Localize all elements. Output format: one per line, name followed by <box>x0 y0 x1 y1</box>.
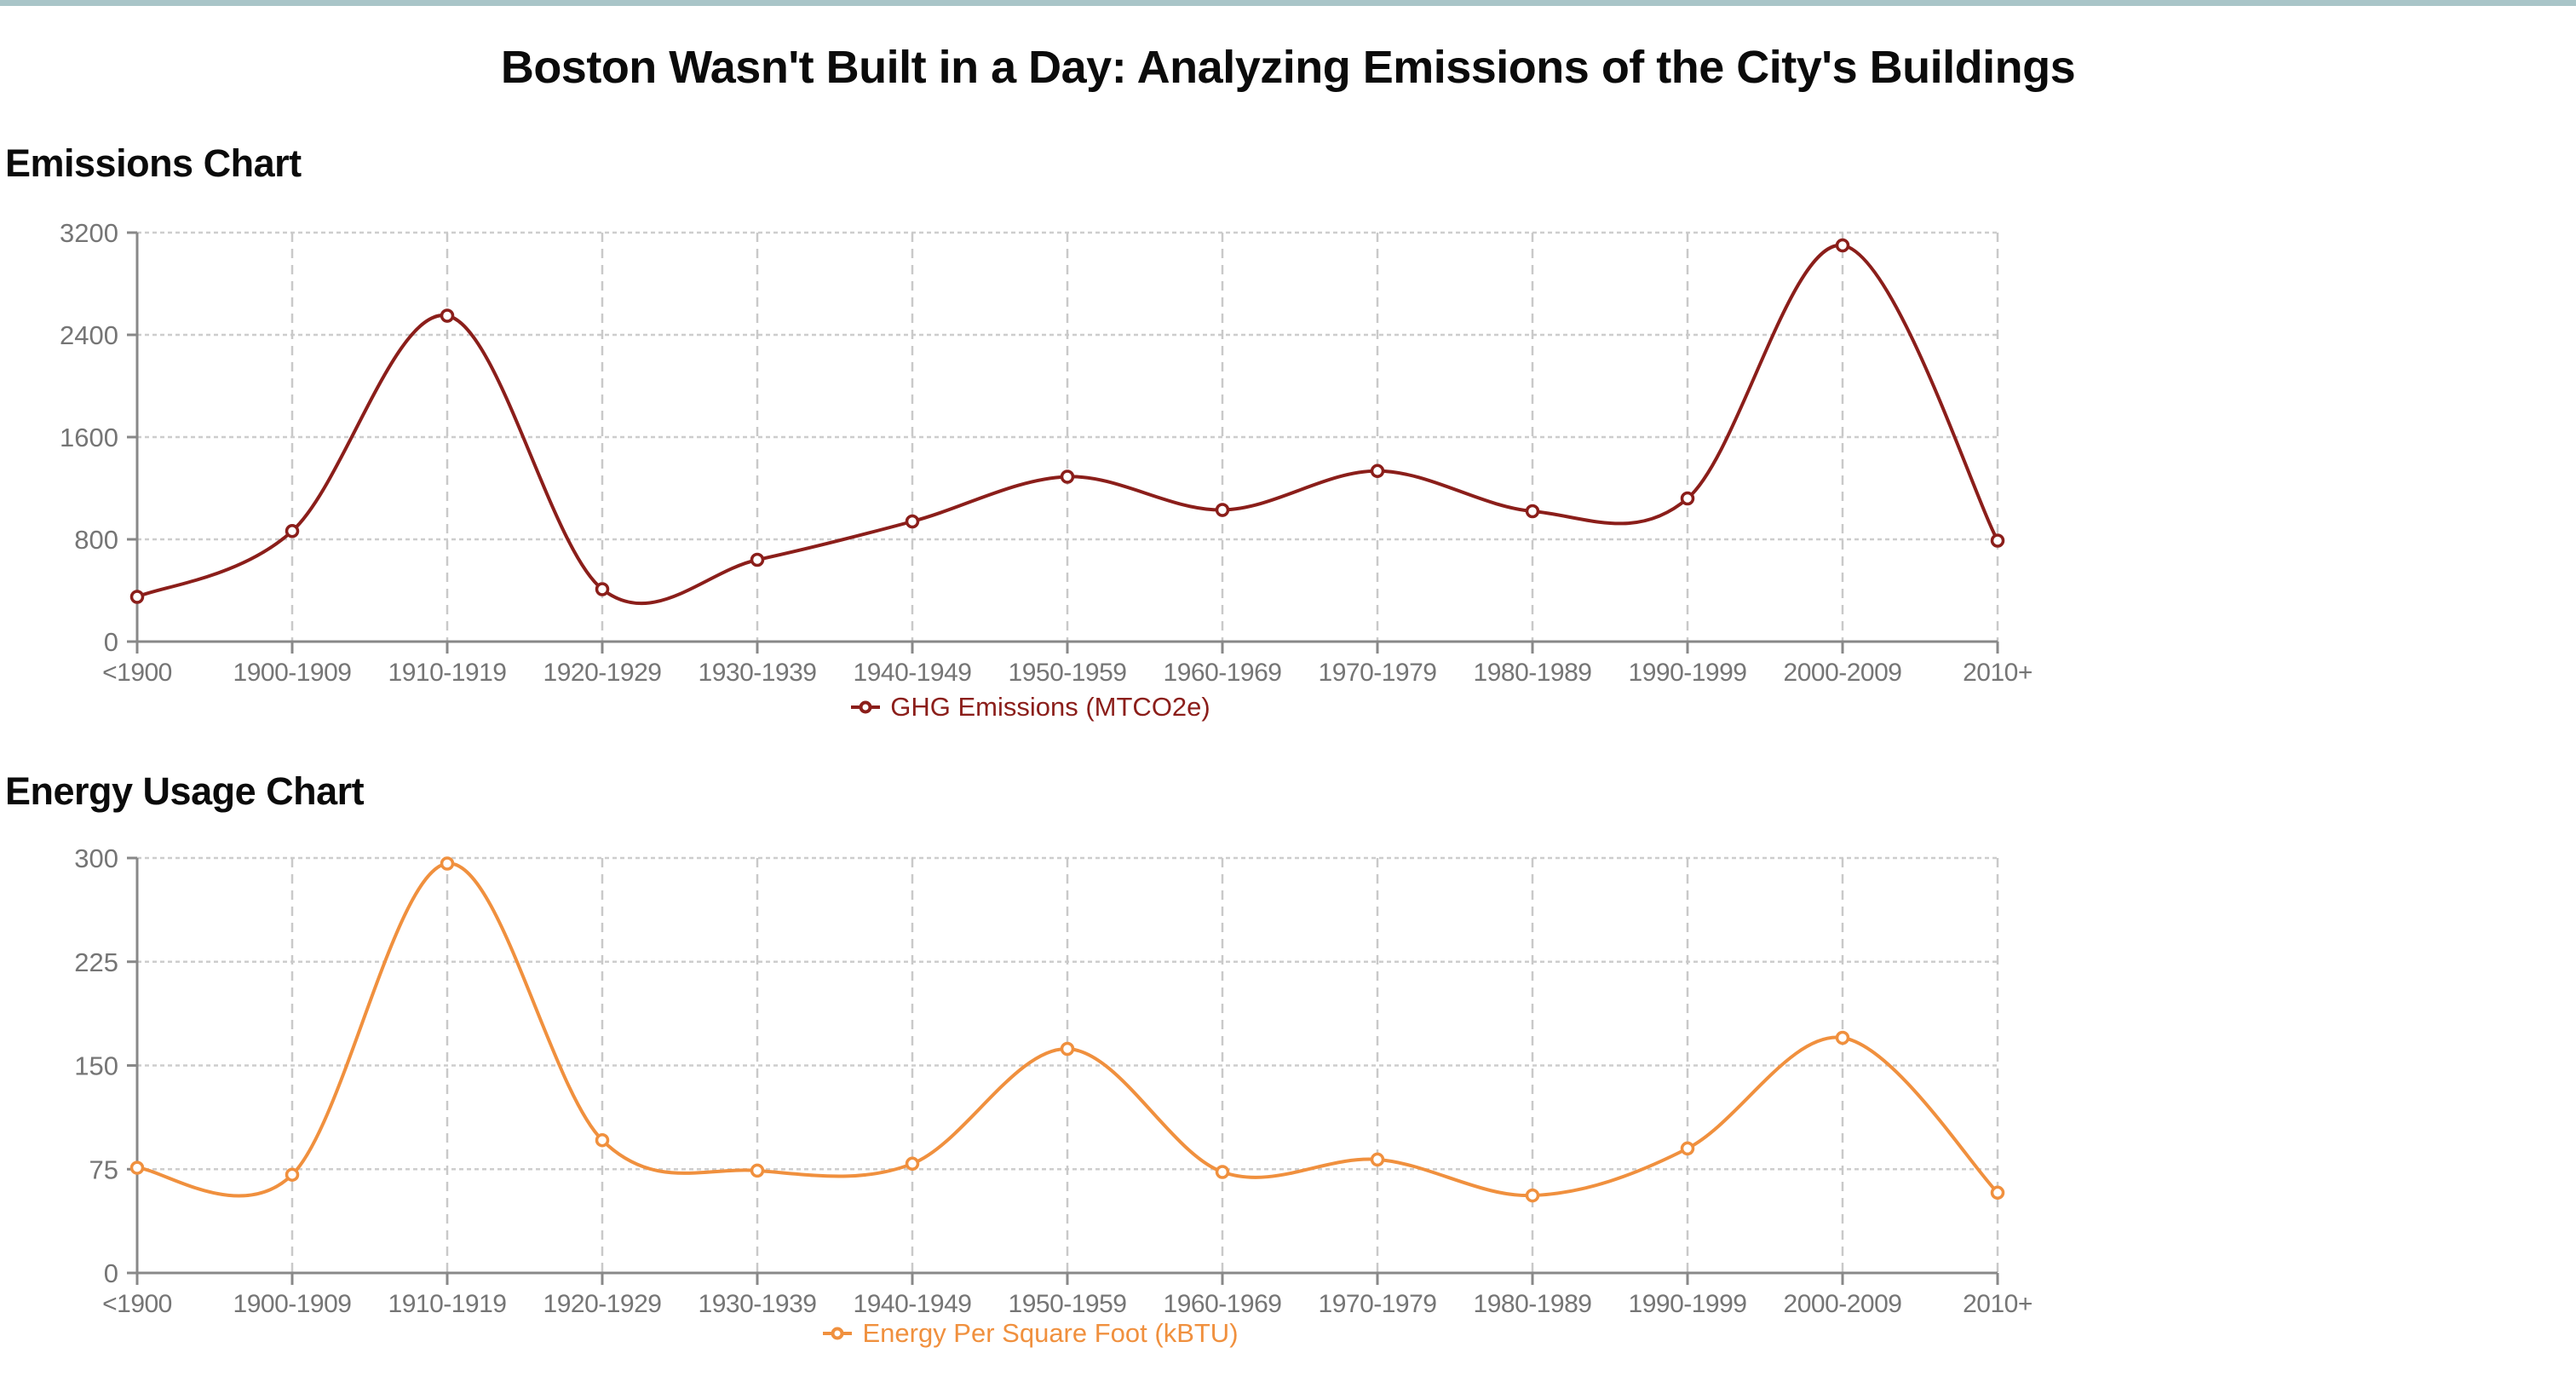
x-tick-label: <1900 <box>102 659 172 687</box>
x-tick-label: 1990-1999 <box>1629 659 1747 687</box>
x-tick-label: 2000-2009 <box>1784 659 1902 687</box>
x-tick-label: 2010+ <box>1963 1290 2033 1318</box>
y-tick-label: 75 <box>89 1155 118 1184</box>
x-tick-label: 1910-1919 <box>388 659 507 687</box>
data-point-marker <box>1835 238 1850 253</box>
x-tick-label: 1910-1919 <box>388 1290 507 1318</box>
data-point-marker <box>440 308 455 323</box>
data-point-marker <box>750 552 765 567</box>
y-tick-label: 1600 <box>60 423 118 452</box>
y-tick-label: 0 <box>104 627 118 657</box>
x-tick-label: 1960-1969 <box>1164 1290 1282 1318</box>
x-tick-label: 1940-1949 <box>854 1290 972 1318</box>
data-point-marker <box>1215 1165 1230 1179</box>
top-accent-bar <box>0 0 2576 6</box>
x-tick-label: 1990-1999 <box>1629 1290 1747 1318</box>
x-tick-label: 1940-1949 <box>854 659 972 687</box>
data-point-marker <box>1525 504 1540 519</box>
y-tick-label: 2400 <box>60 320 118 350</box>
data-point-marker <box>1990 533 2005 548</box>
data-point-marker <box>1835 1030 1850 1045</box>
data-point-marker <box>905 1156 920 1172</box>
x-tick-label: 1930-1939 <box>699 659 817 687</box>
x-tick-label: 1950-1959 <box>1009 659 1127 687</box>
x-tick-label: 1970-1979 <box>1319 659 1437 687</box>
y-tick-label: 225 <box>74 947 118 977</box>
x-tick-label: 1950-1959 <box>1009 1290 1127 1318</box>
legend-energy: Energy Per Square Foot (kBTU) <box>0 1316 2061 1350</box>
data-point-marker <box>1525 1188 1540 1203</box>
x-tick-label: 2010+ <box>1963 659 2033 687</box>
x-tick-label: 1980-1989 <box>1474 1290 1592 1318</box>
legend-marker-icon <box>851 700 881 714</box>
data-point-marker <box>1370 464 1385 479</box>
x-tick-label: 1980-1989 <box>1474 659 1592 687</box>
x-tick-label: 2000-2009 <box>1784 1290 1902 1318</box>
x-tick-label: 1920-1929 <box>543 659 662 687</box>
data-point-marker <box>1370 1152 1385 1167</box>
data-point-marker <box>595 582 610 596</box>
data-point-marker <box>440 856 455 871</box>
data-point-marker <box>1990 1185 2005 1201</box>
x-tick-label: 1930-1939 <box>699 1290 817 1318</box>
y-tick-label: 150 <box>74 1051 118 1081</box>
data-point-marker <box>1060 469 1075 484</box>
x-tick-label: 1920-1929 <box>543 1290 662 1318</box>
y-tick-label: 300 <box>74 844 118 873</box>
data-point-marker <box>1680 1141 1695 1156</box>
legend-label: GHG Emissions (MTCO2e) <box>890 692 1210 722</box>
energy-usage-chart: 0 75 150 225 300 <1900 1900-1909 1910-1919 1920-… <box>74 844 2033 1318</box>
data-point-marker <box>129 590 145 604</box>
data-point-marker <box>1060 1041 1075 1057</box>
data-point-marker <box>129 1160 145 1175</box>
emissions-chart-heading: Emissions Chart <box>5 141 302 185</box>
energy-chart-heading: Energy Usage Chart <box>5 769 365 813</box>
data-point-marker <box>750 1163 765 1178</box>
data-point-marker <box>285 1167 300 1182</box>
x-tick-label: 1960-1969 <box>1164 659 1282 687</box>
page-title: Boston Wasn't Built in a Day: Analyzing … <box>500 42 2076 93</box>
legend-label: Energy Per Square Foot (kBTU) <box>862 1318 1239 1348</box>
x-tick-label: <1900 <box>102 1290 172 1318</box>
y-tick-label: 3200 <box>60 218 118 248</box>
y-tick-label: 800 <box>74 525 118 555</box>
x-tick-label: 1970-1979 <box>1319 1290 1437 1318</box>
x-tick-label: 1900-1909 <box>233 1290 352 1318</box>
y-tick-label: 0 <box>104 1258 118 1288</box>
data-point-marker <box>595 1132 610 1148</box>
legend-emissions: GHG Emissions (MTCO2e) <box>0 690 2061 724</box>
data-point-marker <box>905 514 920 529</box>
data-point-marker <box>285 524 300 538</box>
data-point-marker <box>1680 491 1695 506</box>
emissions-chart: 0 800 1600 2400 3200 <1900 1900-1909 1910-1919 1… <box>60 218 2033 687</box>
x-tick-label: 1900-1909 <box>233 659 352 687</box>
data-point-marker <box>1215 503 1230 517</box>
legend-marker-icon <box>823 1327 853 1340</box>
